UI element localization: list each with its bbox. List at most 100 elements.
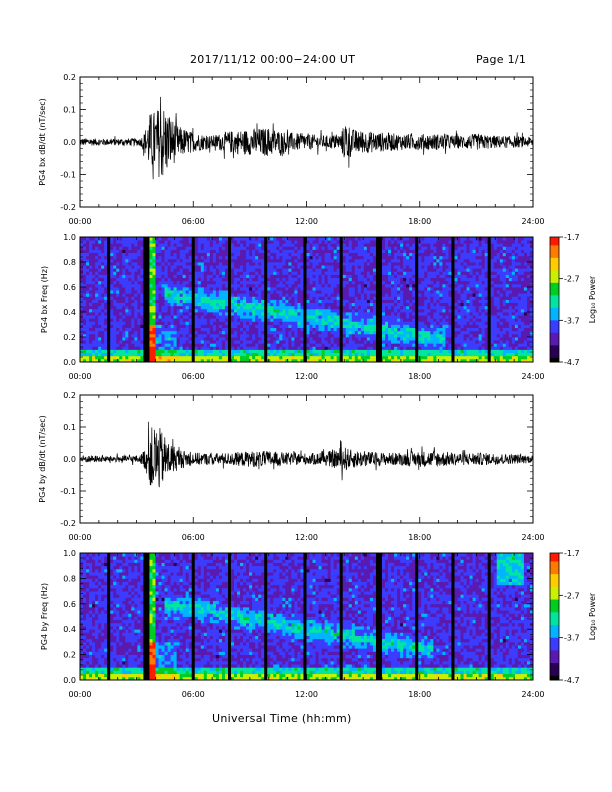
- spectrogram-cell: [291, 321, 295, 325]
- spectrogram-cell: [137, 293, 141, 297]
- spectrogram-cell: [203, 340, 208, 344]
- spectrogram-cell: [348, 321, 353, 325]
- spectrogram-cell: [412, 355, 416, 360]
- spectrogram-cell: [200, 315, 205, 319]
- spectrogram-cell: [409, 243, 413, 247]
- spectrogram-cell: [224, 290, 229, 294]
- spectrogram-cell: [369, 315, 374, 319]
- spectrogram-cell: [360, 349, 365, 354]
- spectrogram-cell: [218, 327, 223, 332]
- spectrogram-cell: [176, 287, 181, 291]
- spectrogram-cell: [255, 333, 259, 338]
- spectrogram-cell: [92, 243, 96, 247]
- spectrogram-cell: [372, 333, 377, 338]
- spectrogram-cell: [182, 346, 187, 350]
- spectrogram-cell: [188, 265, 193, 269]
- spectrogram-cell: [155, 283, 159, 288]
- spectrogram-cell: [382, 337, 386, 341]
- spectrogram-cell: [360, 352, 365, 357]
- spectrogram-cell: [391, 308, 395, 313]
- spectrogram-cell: [173, 268, 178, 272]
- spectrogram-cell: [345, 324, 350, 329]
- spectrogram-cell: [357, 237, 362, 241]
- spectrogram-cell: [267, 318, 271, 322]
- spectrogram-cell: [382, 349, 386, 354]
- spectrogram-cell: [255, 343, 259, 347]
- spectrogram-cell: [264, 321, 268, 325]
- spectrogram-cell: [131, 312, 135, 316]
- spectrogram-cell: [270, 240, 274, 244]
- spectrogram-cell: [218, 352, 223, 357]
- spectrogram-cell: [375, 271, 380, 275]
- spectrogram-cell: [276, 337, 280, 341]
- spectrogram-cell: [300, 340, 304, 344]
- spectrogram-cell: [194, 299, 199, 304]
- spectrogram-cell: [116, 333, 120, 338]
- spectrogram-cell: [282, 340, 286, 344]
- spectrogram-cell: [152, 343, 156, 347]
- spectrogram-cell: [412, 305, 416, 310]
- spectrogram-cell: [107, 315, 111, 319]
- spectrogram-cell: [188, 321, 193, 325]
- spectrogram-cell: [215, 340, 220, 344]
- spectrogram-cell: [391, 355, 395, 360]
- spectrogram-cell: [206, 283, 211, 288]
- spectrogram-cell: [312, 333, 316, 338]
- spectrogram-cell: [224, 246, 229, 250]
- spectrogram-cell: [234, 333, 238, 338]
- spectrogram-cell: [240, 252, 244, 257]
- spectrogram-cell: [366, 240, 371, 244]
- spectrogram-cell: [234, 249, 238, 254]
- spectrogram-cell: [176, 305, 181, 310]
- spectrogram-cell: [385, 312, 389, 316]
- spectrogram-cell: [206, 349, 211, 354]
- spectrogram-cell: [285, 240, 289, 244]
- spectrogram-cell: [119, 324, 123, 329]
- spectrogram-cell: [385, 343, 389, 347]
- spectrogram-cell: [218, 355, 223, 360]
- spectrogram-cell: [149, 330, 153, 335]
- spectrogram-cell: [249, 346, 253, 350]
- spectrogram-cell: [234, 293, 238, 297]
- spectrogram-cell: [255, 299, 259, 304]
- spectrogram-cell: [252, 293, 256, 297]
- spectrogram-cell: [415, 246, 419, 250]
- spectrogram-cell: [409, 287, 413, 291]
- spectrogram-cell: [330, 258, 335, 263]
- spectrogram-cell: [200, 262, 205, 266]
- spectrogram-cell: [291, 330, 295, 335]
- spectrogram-cell: [161, 287, 165, 291]
- spectrogram-cell: [324, 252, 329, 257]
- spectrogram-cell: [158, 237, 162, 241]
- spectrogram-cell: [89, 321, 93, 325]
- spectrogram-cell: [200, 308, 205, 313]
- spectrogram-cell: [315, 330, 319, 335]
- spectrogram-cell: [439, 305, 443, 310]
- spectrogram-cell: [83, 246, 87, 250]
- spectrogram-cell: [315, 243, 319, 247]
- spectrogram-cell: [237, 283, 241, 288]
- spectrogram-cell: [176, 293, 181, 297]
- spectrogram-cell: [357, 358, 362, 363]
- spectrogram-cell: [297, 258, 301, 263]
- spectrogram-cell: [164, 302, 168, 307]
- spectrogram-cell: [330, 358, 335, 363]
- spectrogram-cell: [137, 346, 141, 350]
- spectrogram-cell: [288, 240, 292, 244]
- spectrogram-cell: [309, 283, 313, 288]
- spectrogram-cell: [333, 280, 338, 285]
- spectrogram-cell: [173, 274, 178, 279]
- spectrogram-cell: [234, 237, 238, 241]
- spectrogram-cell: [212, 271, 217, 275]
- spectrogram-cell: [445, 318, 449, 322]
- spectrogram-cell: [89, 312, 93, 316]
- spectrogram-cell: [140, 268, 144, 272]
- spectrogram-cell: [179, 258, 184, 263]
- spectrogram-cell: [372, 271, 377, 275]
- spectrogram-cell: [430, 296, 434, 300]
- spectrogram-cell: [303, 352, 307, 357]
- spectrogram-cell: [333, 337, 338, 341]
- spectrogram-cell: [388, 274, 392, 279]
- spectrogram-cell: [122, 268, 126, 272]
- spectrogram-cell: [194, 305, 199, 310]
